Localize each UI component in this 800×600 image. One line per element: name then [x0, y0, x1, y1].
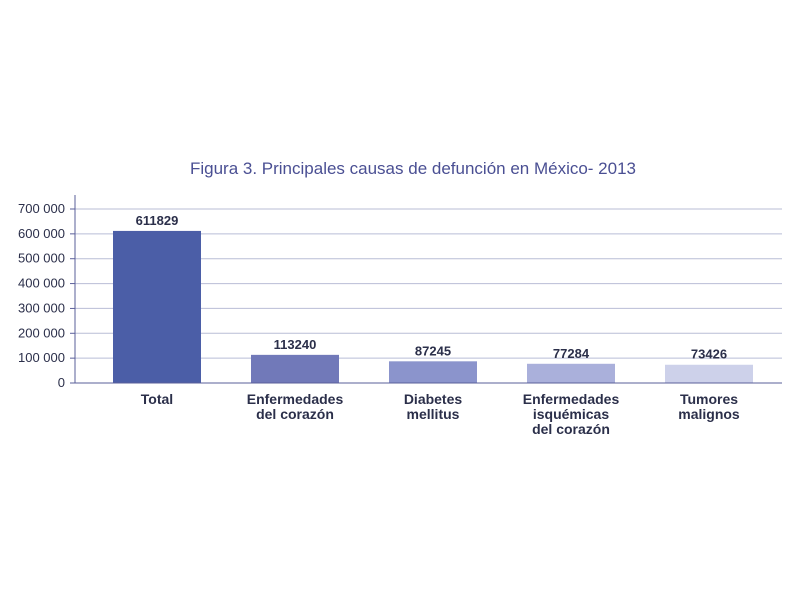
x-tick-label: Total — [141, 391, 173, 407]
bar — [251, 354, 339, 383]
data-label: 77284 — [553, 346, 590, 361]
bar — [527, 363, 615, 383]
value-labels: 611829 113240 87245 77284 73426 — [136, 213, 727, 362]
bar — [113, 230, 201, 383]
y-tick-label: 600 000 — [18, 226, 65, 241]
y-tick-label: 200 000 — [18, 325, 65, 340]
y-tick-label: 100 000 — [18, 350, 65, 365]
data-label: 113240 — [274, 337, 317, 352]
y-tick-label: 700 000 — [18, 201, 65, 216]
x-tick-label: Enfermedades — [247, 391, 344, 407]
bars — [113, 230, 753, 383]
y-tick-label: 500 000 — [18, 251, 65, 266]
x-tick-label: Tumores — [680, 391, 738, 407]
bar — [665, 364, 753, 383]
y-axis-ticks: 0 100 000 200 000 300 000 400 000 500 000 600 … — [18, 201, 75, 390]
x-tick-label: malignos — [678, 406, 740, 422]
y-tick-label: 400 000 — [18, 276, 65, 291]
bar — [389, 361, 477, 383]
data-label: 87245 — [415, 343, 451, 358]
x-tick-label: isquémicas — [533, 406, 609, 422]
x-tick-label: del corazón — [532, 421, 610, 437]
data-label: 611829 — [136, 213, 179, 228]
x-tick-label: del corazón — [256, 406, 334, 422]
x-tick-label: Enfermedades — [523, 391, 620, 407]
y-tick-label: 300 000 — [18, 300, 65, 315]
data-label: 73426 — [691, 347, 727, 362]
x-tick-label: Diabetes — [404, 391, 463, 407]
chart-title: Figura 3. Principales causas de defunció… — [190, 159, 636, 178]
x-tick-label: mellitus — [407, 406, 460, 422]
y-tick-label: 0 — [58, 375, 65, 390]
